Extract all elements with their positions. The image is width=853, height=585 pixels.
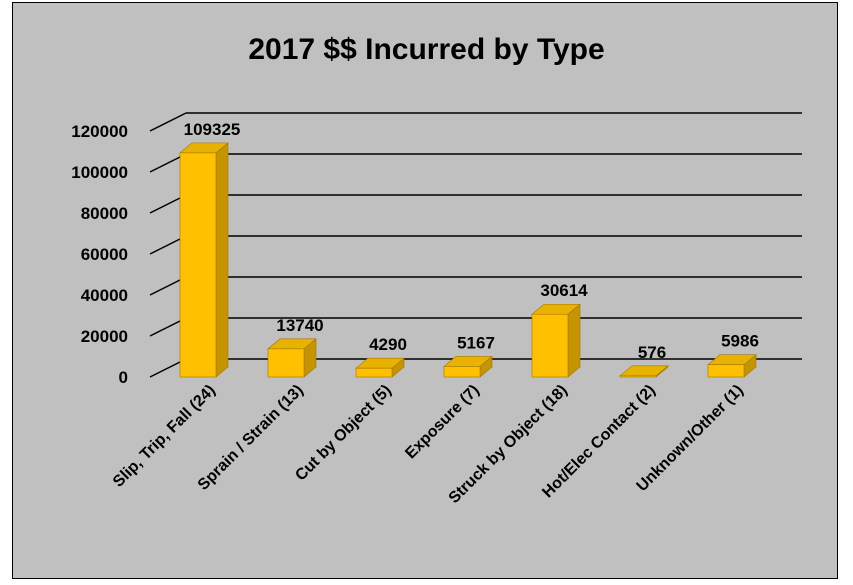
chart-title: 2017 $$ Incurred by Type bbox=[248, 33, 605, 66]
bar bbox=[443, 355, 493, 378]
data-label: 576 bbox=[638, 343, 666, 362]
bar-top bbox=[619, 365, 669, 377]
bar-front bbox=[531, 313, 569, 378]
bar-front bbox=[619, 375, 657, 378]
x-tick-label: Cut by Object (5) bbox=[292, 382, 395, 485]
bar-front bbox=[355, 367, 393, 378]
bar-front bbox=[707, 364, 745, 378]
bar bbox=[355, 357, 405, 378]
y-tick-label: 40000 bbox=[81, 286, 128, 305]
y-tick-label: 120000 bbox=[71, 122, 128, 141]
bar bbox=[531, 303, 581, 378]
gridline bbox=[149, 112, 187, 132]
bar bbox=[707, 354, 757, 378]
bar bbox=[179, 142, 229, 378]
bar-front bbox=[179, 152, 217, 378]
bar bbox=[619, 365, 669, 378]
bar-front bbox=[267, 348, 305, 378]
y-tick-label: 80000 bbox=[81, 204, 128, 223]
bar-side bbox=[567, 303, 581, 378]
data-label: 109325 bbox=[184, 120, 241, 139]
data-label: 5986 bbox=[721, 332, 759, 351]
chart-area bbox=[12, 2, 838, 579]
y-tick-label: 20000 bbox=[81, 327, 128, 346]
x-tick-label: Exposure (7) bbox=[402, 382, 483, 463]
data-label: 30614 bbox=[540, 281, 588, 300]
y-tick-label: 100000 bbox=[71, 163, 128, 182]
bar bbox=[267, 338, 317, 378]
data-label: 4290 bbox=[369, 335, 407, 354]
data-label: 13740 bbox=[276, 316, 323, 335]
data-label: 5167 bbox=[457, 333, 495, 352]
bar-front bbox=[443, 366, 481, 378]
y-tick-label: 0 bbox=[119, 368, 128, 387]
bar-side bbox=[215, 142, 229, 378]
y-tick-label: 60000 bbox=[81, 245, 128, 264]
